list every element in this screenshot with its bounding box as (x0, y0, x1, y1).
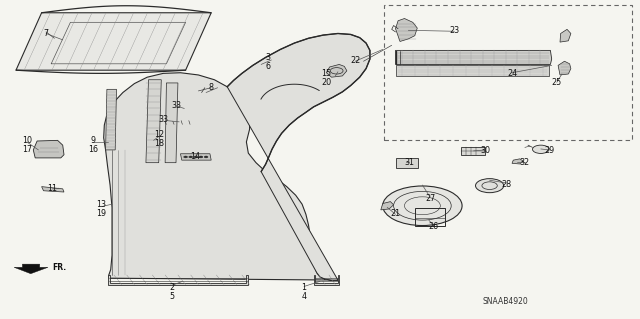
Circle shape (199, 156, 203, 158)
Circle shape (532, 145, 549, 153)
Polygon shape (396, 19, 417, 41)
Circle shape (204, 156, 208, 158)
Text: 4: 4 (301, 292, 307, 301)
Text: 22: 22 (350, 56, 360, 65)
Polygon shape (146, 80, 161, 163)
Polygon shape (195, 93, 210, 99)
Text: 27: 27 (425, 194, 435, 203)
Text: 29: 29 (544, 146, 554, 155)
Text: 3: 3 (265, 53, 270, 62)
Text: 30: 30 (480, 146, 490, 155)
Text: 33: 33 (158, 115, 168, 124)
Text: 9: 9 (90, 136, 95, 145)
Polygon shape (558, 61, 571, 75)
Text: 21: 21 (390, 209, 401, 218)
Text: 7: 7 (44, 29, 49, 38)
Polygon shape (16, 13, 211, 70)
Circle shape (189, 156, 193, 158)
Text: 10: 10 (22, 136, 32, 145)
Text: 12: 12 (154, 130, 164, 139)
Text: 25: 25 (552, 78, 562, 87)
Polygon shape (165, 83, 178, 163)
Text: 26: 26 (429, 222, 439, 231)
Text: 31: 31 (404, 158, 415, 167)
Circle shape (194, 156, 198, 158)
Bar (415, 208, 445, 226)
Polygon shape (512, 159, 524, 164)
Text: 8: 8 (209, 83, 214, 92)
Text: 2: 2 (169, 283, 174, 292)
Text: 18: 18 (154, 139, 164, 148)
Polygon shape (396, 50, 552, 64)
Polygon shape (104, 73, 338, 280)
Polygon shape (180, 154, 211, 160)
Text: 20: 20 (321, 78, 332, 87)
Text: 23: 23 (449, 26, 460, 35)
Bar (384, 5, 632, 140)
Polygon shape (396, 65, 549, 76)
Polygon shape (42, 187, 64, 192)
Bar (396, 158, 418, 168)
Polygon shape (381, 202, 394, 210)
Text: SNAAB4920: SNAAB4920 (483, 297, 529, 306)
Text: 19: 19 (96, 209, 106, 218)
Text: 1: 1 (301, 283, 307, 292)
Text: FR.: FR. (52, 263, 67, 272)
Polygon shape (461, 147, 485, 155)
Circle shape (184, 156, 188, 158)
Polygon shape (227, 33, 370, 280)
Circle shape (476, 179, 504, 193)
Polygon shape (33, 140, 64, 158)
Text: 24: 24 (507, 69, 517, 78)
Text: 16: 16 (88, 145, 98, 154)
Text: 14: 14 (190, 152, 200, 161)
Polygon shape (172, 105, 193, 112)
Text: 28: 28 (502, 180, 512, 189)
Polygon shape (160, 119, 198, 125)
Polygon shape (108, 275, 248, 285)
Text: 17: 17 (22, 145, 32, 154)
Text: 11: 11 (47, 184, 58, 193)
Text: 15: 15 (321, 69, 332, 78)
Polygon shape (314, 275, 339, 285)
Polygon shape (326, 64, 347, 77)
Text: 6: 6 (265, 63, 270, 71)
Text: 33: 33 (171, 101, 181, 110)
Polygon shape (14, 264, 48, 274)
Polygon shape (106, 89, 116, 150)
Text: 32: 32 (520, 158, 530, 167)
Text: 5: 5 (169, 292, 174, 300)
Polygon shape (560, 29, 571, 42)
Circle shape (383, 186, 462, 226)
Text: 13: 13 (96, 200, 106, 209)
